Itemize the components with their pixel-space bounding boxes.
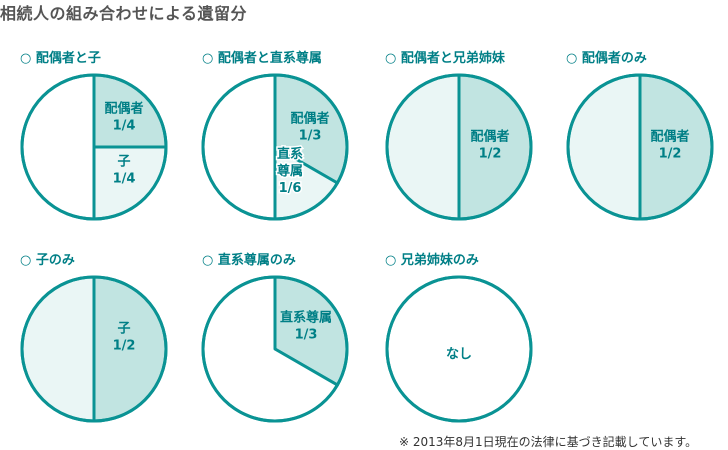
pie-chart-5: 子 1/2 — [20, 275, 168, 423]
slice-label: 直系尊属 1/3 — [280, 310, 332, 343]
slice-label: 配偶者 1/2 — [470, 129, 509, 162]
pie-slice — [566, 73, 642, 221]
pie-outline — [385, 275, 533, 423]
pie-slice — [201, 73, 277, 221]
chart-title-spouse-and-child: ○ 配偶者と子 — [20, 51, 101, 66]
slice-label: なし — [446, 347, 472, 362]
pie-outline — [201, 73, 349, 221]
pie-outline — [385, 73, 533, 221]
chart-title-spouse-only: ○ 配偶者のみ — [566, 51, 647, 66]
pie-outline — [20, 275, 168, 423]
pie-chart-6: 直系尊属 1/3 — [201, 275, 349, 423]
footnote: ※ 2013年8月1日現在の法律に基づき記載しています。 — [399, 435, 698, 449]
chart-title-spouse-and-ascendant: ○ 配偶者と直系尊属 — [202, 51, 322, 66]
pie-slice — [20, 275, 96, 423]
slice-label: 子 1/4 — [113, 155, 136, 187]
pie-chart-1: 配偶者 1/4 子 1/4 — [20, 73, 168, 221]
chart-title-ascendant-only: ○ 直系尊属のみ — [202, 253, 296, 268]
pie-chart-4: 配偶者 1/2 — [566, 73, 714, 221]
chart-title-spouse-and-siblings: ○ 配偶者と兄弟姉妹 — [385, 51, 505, 66]
slice-label: 子 1/2 — [113, 322, 136, 354]
chart-title-siblings-only: ○ 兄弟姉妹のみ — [385, 253, 479, 268]
pie-chart-3: 配偶者 1/2 — [385, 73, 533, 221]
pie-chart-7: なし — [385, 275, 533, 423]
pie-outline — [201, 275, 349, 423]
chart-title-child-only: ○ 子のみ — [20, 253, 75, 268]
page-title: 相続人の組み合わせによる遺留分 — [0, 4, 248, 23]
slice-label: 配偶者 1/4 — [104, 101, 143, 134]
pie-slice — [385, 73, 461, 221]
slice-label: 配偶者 1/3 — [290, 111, 329, 144]
pie-outline — [566, 73, 714, 221]
pie-outline — [20, 73, 168, 221]
pie-slice — [20, 73, 96, 221]
slice-label: 配偶者 1/2 — [650, 129, 689, 162]
slice-label: 直系尊属 1/6 — [277, 146, 303, 196]
